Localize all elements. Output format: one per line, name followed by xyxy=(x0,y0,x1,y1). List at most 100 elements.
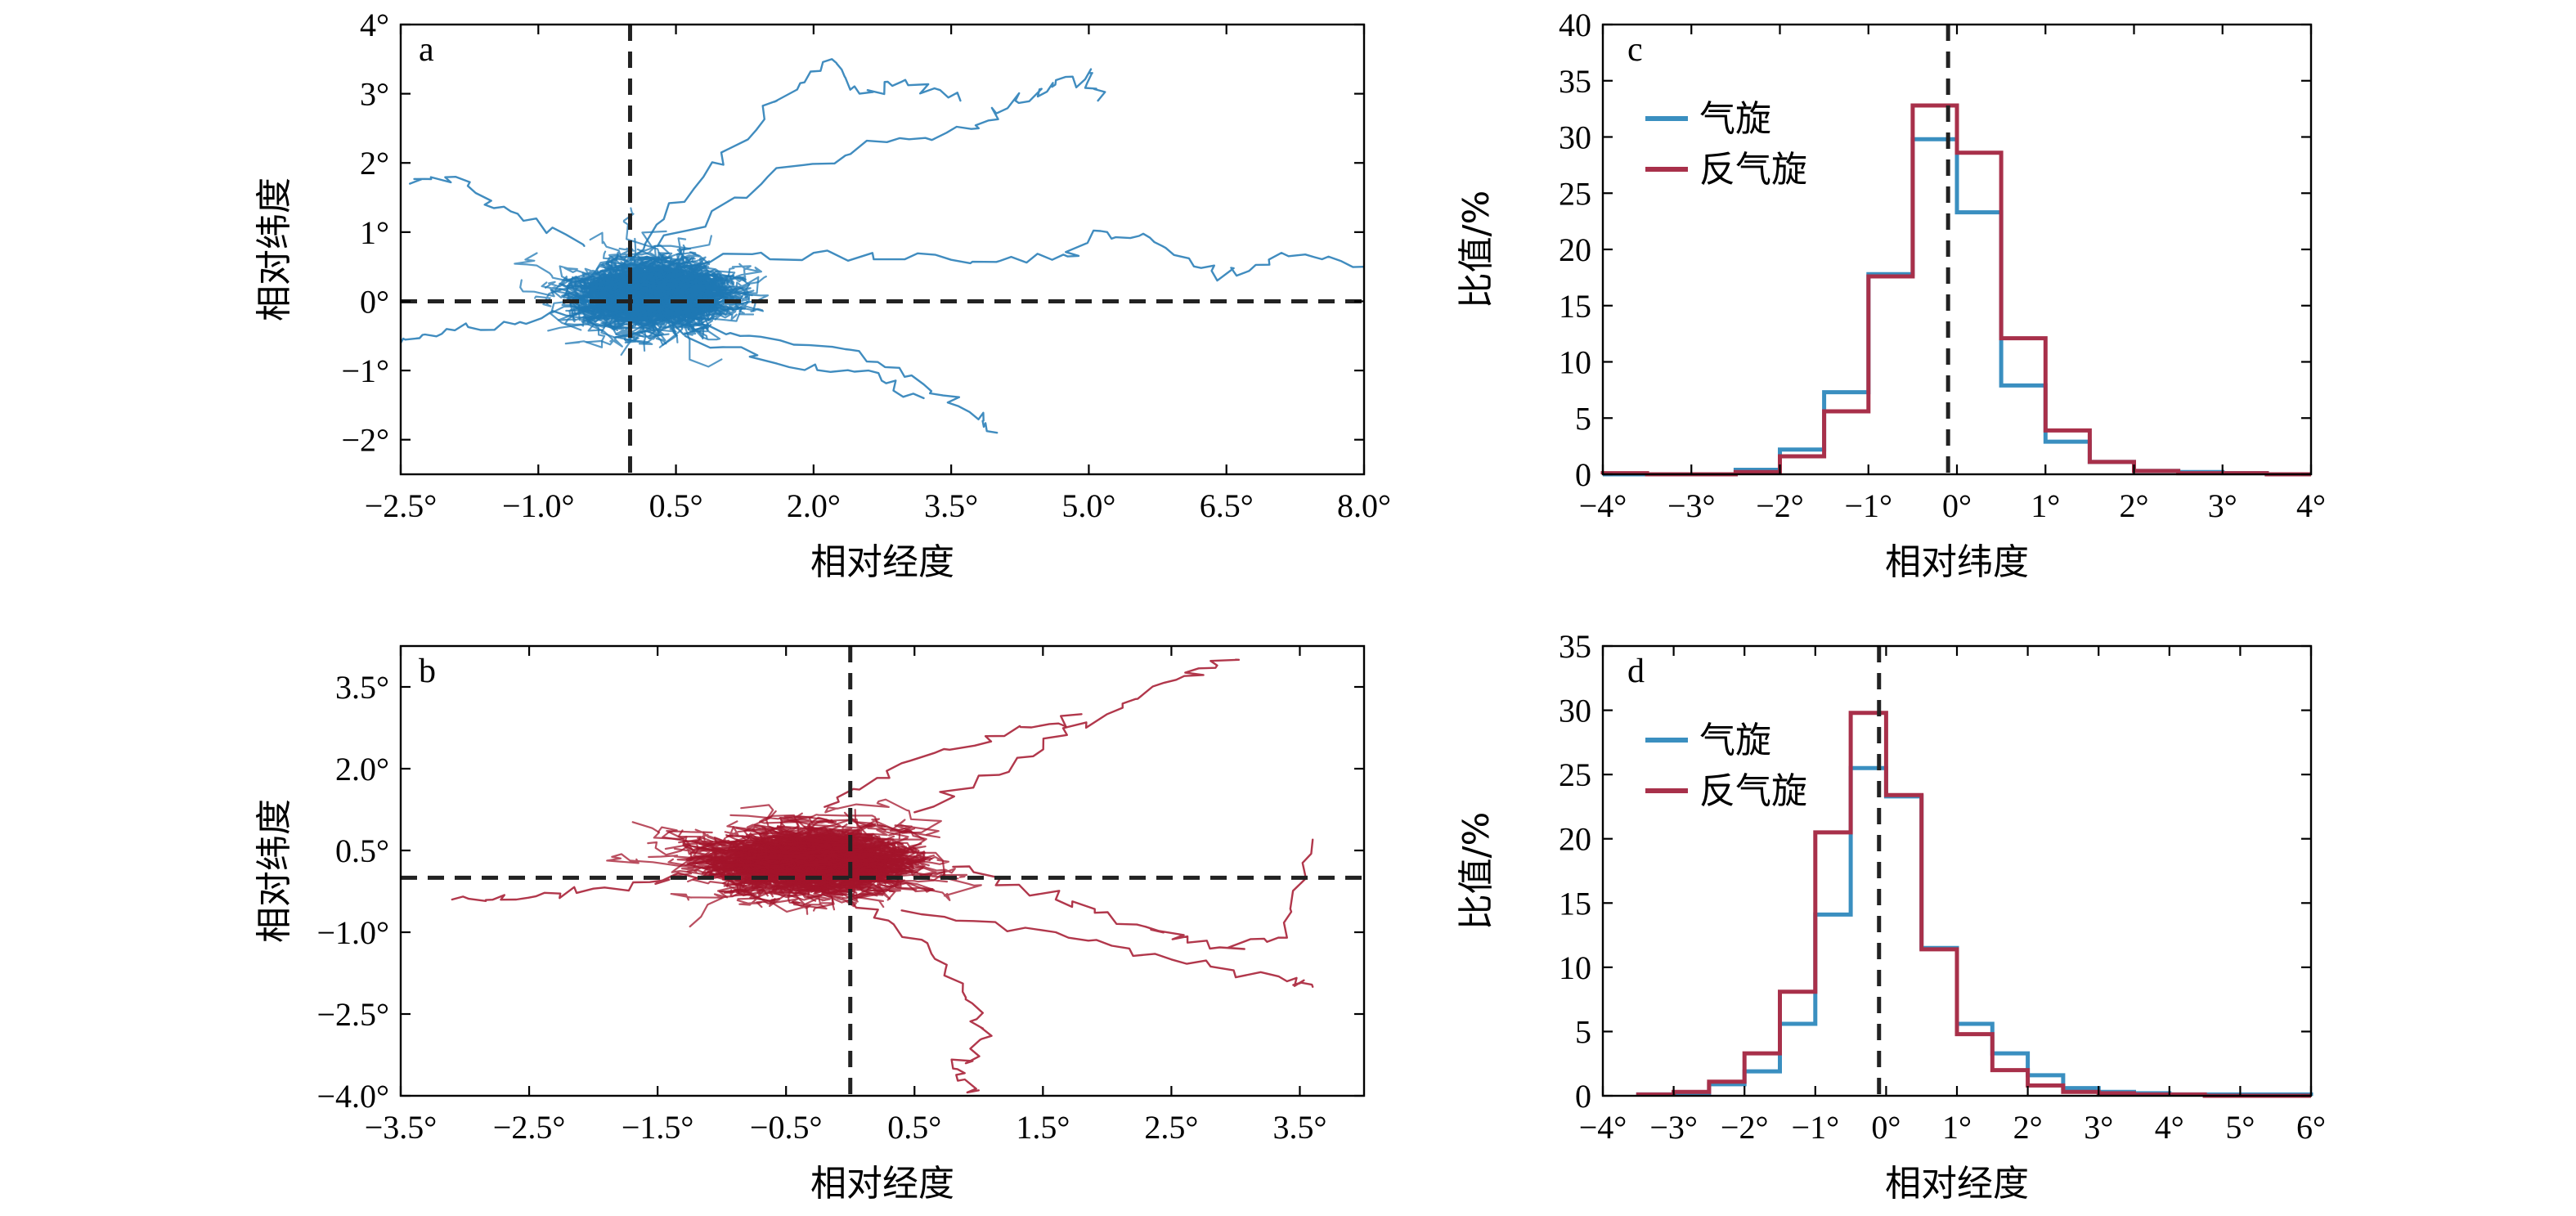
x-tick-label: −0.5° xyxy=(750,1109,823,1146)
track-line xyxy=(758,857,848,899)
x-tick-label: 1° xyxy=(1942,1109,1972,1146)
panel-label: d xyxy=(1627,653,1645,690)
y-tick-label: 0 xyxy=(1575,1078,1591,1115)
x-tick-label: 6.5° xyxy=(1200,487,1254,524)
x-tick-label: 4° xyxy=(2296,487,2326,524)
plot-frame xyxy=(1601,23,2313,476)
y-axis-title: 相对纬度 xyxy=(254,177,295,321)
outlier-track-line xyxy=(824,713,1083,808)
x-tick-label: 5° xyxy=(2225,1109,2255,1146)
y-tick-label: −4.0° xyxy=(316,1078,389,1115)
y-tick-label: 5 xyxy=(1575,400,1591,437)
y-tick-label: −1° xyxy=(341,352,389,389)
legend-label: 反气旋 xyxy=(1699,149,1807,191)
track-line xyxy=(787,841,904,877)
x-tick-label: 0° xyxy=(1942,487,1972,524)
x-tick-label: −1.5° xyxy=(622,1109,694,1146)
x-tick-label: 6° xyxy=(2296,1109,2326,1146)
outlier-track-line xyxy=(684,334,925,400)
outlier-track-line xyxy=(913,658,1241,814)
panel-a-scatter-tracks: −2.5° −1.0° 0.5° 2.0° 3.5° 5.0° 6.5° 8.0° −2° −1°… xyxy=(254,7,1391,583)
x-tick-label: 0.5° xyxy=(649,487,703,524)
x-tick-label: −2.5° xyxy=(493,1109,566,1146)
x-tick-label: −1° xyxy=(1792,1109,1840,1146)
track-line xyxy=(824,798,942,837)
outlier-track-line xyxy=(849,898,993,1094)
y-tick-label: 4° xyxy=(360,7,389,43)
track-line xyxy=(664,252,751,306)
x-tick-label: −3° xyxy=(1649,1109,1698,1146)
outlier-track-line xyxy=(656,68,1106,247)
x-tick-label: 2.5° xyxy=(1144,1109,1198,1146)
track-line xyxy=(622,207,667,292)
y-tick-label: 20 xyxy=(1559,231,1591,268)
y-tick-label: 20 xyxy=(1559,821,1591,858)
x-tick-label: 2° xyxy=(2120,487,2149,524)
x-tick-label: 8.0° xyxy=(1337,487,1391,524)
outlier-track-line xyxy=(409,176,586,247)
x-tick-label: −2.5° xyxy=(365,487,438,524)
x-tick-label: −4° xyxy=(1579,1109,1627,1146)
y-tick-label: −2.5° xyxy=(316,996,389,1033)
track-line xyxy=(900,855,956,877)
x-tick-label: −3.5° xyxy=(365,1109,438,1146)
x-tick-label: 2° xyxy=(2013,1109,2043,1146)
y-axis-title: 比值/% xyxy=(1456,191,1497,309)
x-axis-title: 相对经度 xyxy=(1885,1163,2029,1205)
x-axis-title: 相对经度 xyxy=(810,1163,954,1205)
track-line xyxy=(808,876,848,895)
x-tick-label: −2° xyxy=(1721,1109,1769,1146)
x-tick-label: −1.0° xyxy=(502,487,575,524)
y-tick-label: 0.5° xyxy=(335,832,389,869)
y-tick-label: 30 xyxy=(1559,693,1591,729)
plot-frame xyxy=(399,23,1366,476)
x-tick-label: 0° xyxy=(1871,1109,1901,1146)
y-tick-label: 15 xyxy=(1559,288,1591,325)
x-tick-label: 3° xyxy=(2084,1109,2113,1146)
track-group xyxy=(401,58,1364,434)
plot-frame xyxy=(399,644,1366,1097)
y-tick-label: −2° xyxy=(341,422,389,459)
legend-label: 气旋 xyxy=(1699,720,1771,761)
track-line xyxy=(603,270,736,323)
panel-label: c xyxy=(1627,31,1643,69)
x-tick-label: 0.5° xyxy=(887,1109,941,1146)
y-tick-label: 25 xyxy=(1559,175,1591,212)
legend-label: 气旋 xyxy=(1699,98,1771,140)
y-tick-label: 3.5° xyxy=(335,669,389,706)
y-tick-label: 30 xyxy=(1559,119,1591,156)
outlier-track-line xyxy=(401,305,604,344)
track-line xyxy=(595,277,669,316)
panel-label: b xyxy=(419,653,436,690)
track-line xyxy=(756,886,811,913)
y-tick-label: 40 xyxy=(1559,7,1591,43)
track-line xyxy=(579,274,631,328)
x-tick-label: −1° xyxy=(1844,487,1892,524)
y-tick-label: 0° xyxy=(360,283,389,320)
y-axis-title: 相对纬度 xyxy=(254,799,295,943)
y-tick-label: 2° xyxy=(360,145,389,182)
y-tick-label: 2.0° xyxy=(335,751,389,787)
y-tick-label: 10 xyxy=(1559,949,1591,986)
outlier-track-line xyxy=(952,838,1314,950)
y-tick-label: 15 xyxy=(1559,885,1591,922)
y-tick-label: −1.0° xyxy=(316,914,389,951)
y-axis-title: 比值/% xyxy=(1456,812,1497,931)
y-tick-label: 35 xyxy=(1559,63,1591,100)
track-line xyxy=(596,294,652,328)
x-tick-label: 2.0° xyxy=(787,487,841,524)
outlier-track-line xyxy=(675,229,1364,282)
y-tick-label: 0 xyxy=(1575,456,1591,493)
x-tick-label: −3° xyxy=(1667,487,1716,524)
track-line xyxy=(670,881,850,901)
x-tick-label: −4° xyxy=(1579,487,1627,524)
outlier-track-line xyxy=(451,872,698,902)
outlier-track-line xyxy=(629,58,962,261)
x-tick-label: 1.5° xyxy=(1016,1109,1070,1146)
y-tick-label: 25 xyxy=(1559,756,1591,793)
series-line-1 xyxy=(1636,711,2311,1098)
x-tick-label: 1° xyxy=(2031,487,2060,524)
